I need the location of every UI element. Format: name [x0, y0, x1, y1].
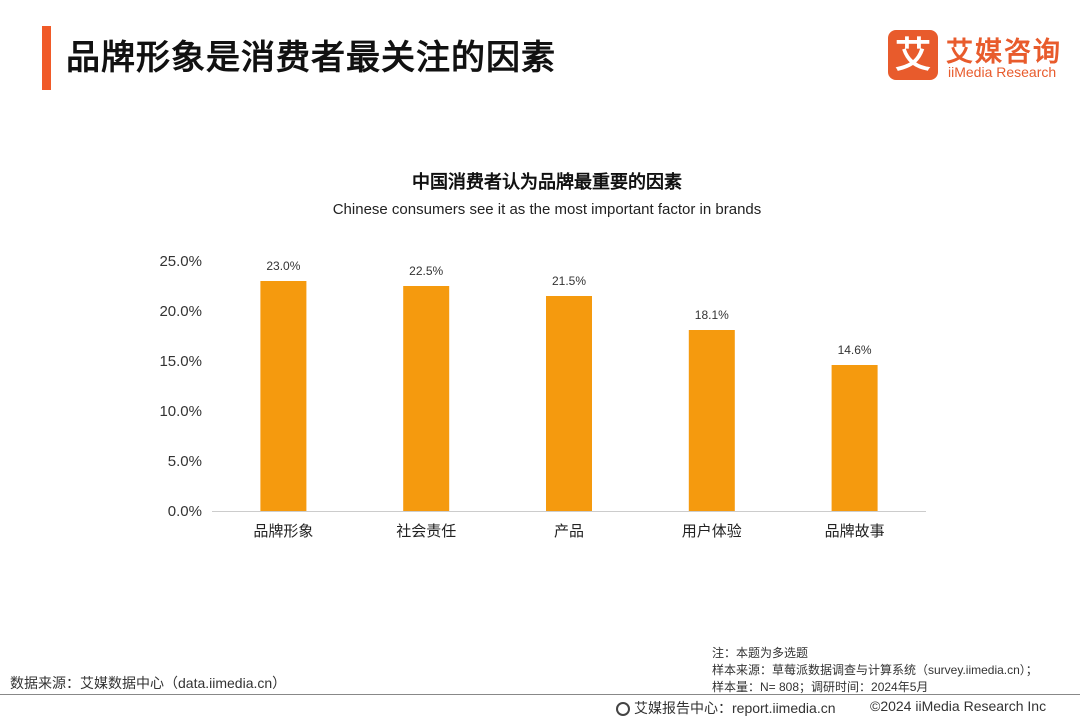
iimedia-logo: 艾 艾媒咨询 iiMedia Research: [888, 30, 1068, 82]
data-label: 18.1%: [695, 308, 729, 322]
bar-chart: 0.0%5.0%10.0%15.0%20.0%25.0% 23.0% 22.5%2…: [159, 253, 926, 540]
x-tick-label: 品牌形象: [253, 523, 313, 540]
bar: [688, 330, 735, 511]
y-tick-label: 25.0%: [159, 253, 202, 270]
y-tick-label: 5.0%: [168, 453, 202, 470]
data-label: 14.6%: [838, 343, 872, 357]
x-axis-labels: 品牌形象 社会责任 产品 用户体验 品牌故事: [253, 523, 884, 540]
bars: 23.0% 22.5% 21.5% 18.1% 14.6%: [260, 259, 878, 511]
x-tick-label: 产品: [554, 523, 584, 540]
data-label: 23.0%: [266, 259, 300, 273]
bar: [403, 286, 450, 511]
footer-copyright: ©2024 iiMedia Research Inc: [870, 698, 1047, 714]
globe-icon: [616, 702, 630, 716]
bar: [260, 281, 307, 511]
note-sample-size: 样本量：N= 808；调研时间：2024年5月: [712, 680, 929, 694]
y-tick-label: 15.0%: [159, 353, 202, 370]
chart-subtitle: Chinese consumers see it as the most imp…: [332, 201, 762, 218]
data-label: 22.5%: [409, 264, 443, 278]
x-tick-label: 用户体验: [682, 523, 742, 540]
x-tick-label: 社会责任: [396, 523, 456, 540]
page-title: 品牌形象是消费者最关注的因素: [66, 39, 556, 77]
x-tick-label: 品牌故事: [825, 523, 885, 540]
y-tick-label: 20.0%: [159, 303, 202, 320]
logo-english-name: iiMedia Research: [948, 64, 1057, 80]
bar: [546, 296, 592, 511]
note-multi-choice: 注：本题为多选题: [712, 646, 809, 660]
y-axis: 0.0% 5.0% 10.0% 15.0% 20.0% 25.0%: [159, 253, 202, 520]
note-sample-source: 样本来源：草莓派数据调查与计算系统（survey.iimedia.cn）；: [712, 663, 1038, 677]
footer-divider: [0, 694, 1080, 695]
logo-mark-icon: 艾: [888, 30, 938, 80]
bar: [831, 365, 878, 511]
y-tick-label: 10.0%: [159, 403, 202, 420]
data-source: 数据来源：艾媒数据中心（data.iimedia.cn）: [10, 675, 287, 691]
logo-chinese-name: 艾媒咨询: [946, 37, 1062, 67]
y-tick-label: 0.0%: [168, 503, 202, 520]
footer-report-text: 艾媒报告中心：report.iimedia.cn: [634, 700, 836, 716]
footer-report-center: 艾媒报告中心：report.iimedia.cn: [616, 698, 836, 718]
title-accent-bar: [42, 26, 51, 90]
chart-title: 中国消费者认为品牌最重要的因素: [412, 172, 682, 192]
data-label: 21.5%: [552, 274, 586, 288]
